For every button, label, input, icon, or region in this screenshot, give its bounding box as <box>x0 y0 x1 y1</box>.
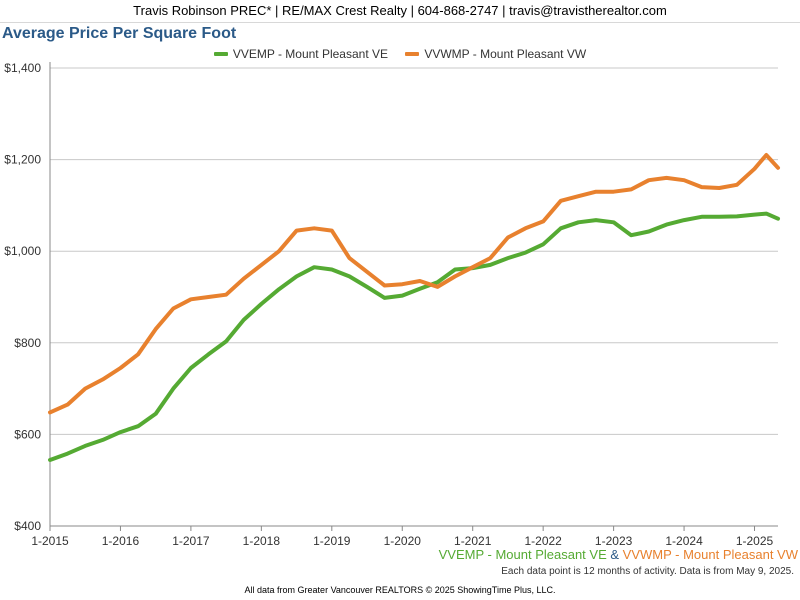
footer-separator: & <box>610 547 620 562</box>
footer-series2-label: VVWMP - Mount Pleasant VW <box>622 547 798 562</box>
chart-legend: VVEMP - Mount Pleasant VE VVWMP - Mount … <box>0 45 800 61</box>
y-tick-label: $1,200 <box>4 153 41 167</box>
x-tick-label: 1-2022 <box>524 534 562 548</box>
legend-label-vvwmp: VVWMP - Mount Pleasant VW <box>424 47 587 61</box>
x-tick-label: 1-2025 <box>736 534 774 548</box>
y-tick-label: $1,400 <box>4 61 41 75</box>
footer-series1-label: VVEMP - Mount Pleasant VE <box>438 547 607 562</box>
legend-item-vvemp[interactable]: VVEMP - Mount Pleasant VE <box>213 47 388 61</box>
axes: $400 $600 $800 $1,000 $1,200 $1,400 1-2015 1-20… <box>4 61 778 548</box>
x-tick-label: 1-2024 <box>665 534 703 548</box>
legend-item-vvwmp[interactable]: VVWMP - Mount Pleasant VW <box>405 47 586 61</box>
series-lines <box>48 153 780 462</box>
legend-label-vvemp: VVEMP - Mount Pleasant VE <box>232 47 388 61</box>
x-tick-label: 1-2023 <box>595 534 633 548</box>
grid-lines <box>50 67 778 435</box>
header-banner: Travis Robinson PREC* | RE/MAX Crest Rea… <box>0 0 800 23</box>
x-tick-label: 1-2019 <box>313 534 351 548</box>
header-contact-text: Travis Robinson PREC* | RE/MAX Crest Rea… <box>133 3 667 18</box>
series-line-vvemp <box>48 211 780 462</box>
data-note: Each data point is 12 months of activity… <box>501 566 794 577</box>
x-tick-label: 1-2015 <box>31 534 69 548</box>
footer-series-legend: VVEMP - Mount Pleasant VE & VVWMP - Moun… <box>439 547 798 562</box>
y-tick-label: $600 <box>14 427 41 441</box>
x-tick-label: 1-2020 <box>384 534 422 548</box>
y-tick-label: $1,000 <box>4 244 41 258</box>
series-line-vvwmp <box>48 153 780 415</box>
y-tick-label: $400 <box>14 519 41 533</box>
data-credit: All data from Greater Vancouver REALTORS… <box>244 585 556 595</box>
x-tick-label: 1-2017 <box>172 534 210 548</box>
x-tick-label: 1-2016 <box>102 534 140 548</box>
legend-swatch-vvwmp <box>405 52 420 56</box>
x-tick-label: 1-2021 <box>454 534 492 548</box>
legend-swatch-vvemp <box>213 52 228 56</box>
x-tick-label: 1-2018 <box>243 534 281 548</box>
y-tick-label: $800 <box>14 336 41 350</box>
chart-title: Average Price Per Square Foot <box>2 25 237 42</box>
